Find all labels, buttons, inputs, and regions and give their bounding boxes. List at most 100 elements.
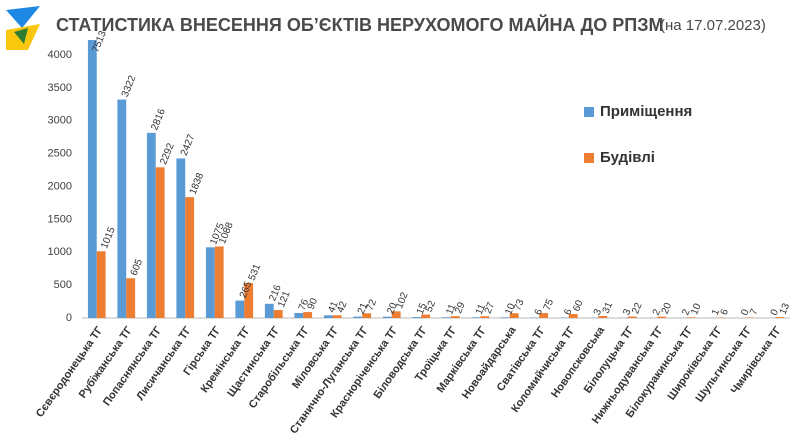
data-label: 20	[385, 301, 400, 316]
data-label: 60	[571, 298, 586, 313]
y-tick-label: 3500	[48, 82, 72, 94]
bar	[509, 313, 519, 318]
legend-swatch	[584, 107, 594, 117]
bar	[441, 317, 451, 318]
x-tick-label: Новопсковська	[549, 324, 607, 400]
bar	[214, 246, 224, 318]
chart-subtitle: (на 17.07.2023)	[660, 17, 766, 34]
data-label: 73	[512, 297, 527, 312]
chart-title: СТАТИСТИКА ВНЕСЕННЯ ОБ’ЄКТІВ НЕРУХОМОГО …	[56, 14, 663, 35]
y-tick-label: 500	[54, 279, 72, 291]
data-label: 27	[483, 300, 498, 315]
x-tick-label: Новоайдарська	[460, 324, 519, 401]
x-tick-label: Щастинська ТГ	[225, 324, 283, 399]
data-label: 1	[710, 307, 722, 317]
data-label: 2427	[179, 132, 198, 157]
bar	[273, 310, 283, 318]
data-label: 1015	[99, 225, 118, 250]
data-label: 102	[394, 290, 411, 310]
data-label: 2816	[149, 107, 168, 132]
bar	[353, 316, 363, 318]
data-label: 75	[542, 297, 557, 312]
bar	[205, 247, 215, 318]
bar	[362, 313, 372, 318]
data-label: 15	[415, 301, 430, 316]
bar	[775, 317, 785, 318]
data-label: 3322	[120, 74, 139, 99]
data-label: 20	[660, 301, 675, 316]
bar	[412, 317, 422, 318]
bar	[450, 316, 460, 318]
data-label: 2	[680, 307, 692, 317]
y-tick-label: 1000	[48, 246, 72, 258]
data-label: 52	[424, 299, 439, 314]
data-label: 90	[306, 296, 321, 311]
legend-swatch	[584, 153, 594, 163]
data-label: 41	[326, 300, 341, 315]
data-label: 29	[453, 300, 468, 315]
bar	[686, 317, 696, 318]
bar	[332, 315, 342, 318]
data-label: 21	[356, 301, 371, 316]
bar	[264, 303, 274, 318]
logo	[6, 6, 40, 50]
bar	[421, 314, 431, 318]
y-tick-label: 2000	[48, 180, 72, 192]
bar	[235, 300, 245, 318]
bar	[500, 317, 510, 318]
bar	[96, 251, 106, 318]
data-label: 76	[297, 297, 312, 312]
data-label: 6	[562, 307, 574, 317]
bar	[87, 40, 97, 318]
data-label: 531	[247, 262, 264, 282]
bar	[627, 316, 637, 318]
data-label: 72	[365, 298, 380, 313]
bar	[471, 317, 481, 318]
data-label: 605	[129, 257, 146, 277]
data-label: 42	[335, 300, 350, 315]
bar	[294, 313, 304, 318]
data-label: 1838	[188, 171, 207, 196]
bar	[323, 315, 333, 318]
bar	[244, 283, 254, 318]
data-label: 0	[739, 307, 751, 317]
data-label: 0	[769, 307, 781, 317]
data-label: 31	[601, 300, 616, 315]
legend-label: Приміщення	[600, 103, 692, 120]
bar	[126, 278, 136, 318]
legend-label: Будівлі	[600, 149, 655, 166]
y-tick-label: 3000	[48, 115, 72, 127]
bar	[598, 315, 608, 318]
data-label: 2292	[158, 141, 177, 166]
data-label: 11	[474, 302, 488, 316]
y-tick-label: 4000	[48, 49, 72, 61]
data-label: 10	[689, 302, 704, 317]
y-tick-label: 0	[66, 312, 72, 324]
data-label: 2	[651, 307, 663, 317]
bar	[185, 197, 195, 318]
bar	[117, 99, 127, 318]
y-tick-label: 2500	[48, 148, 72, 160]
bar	[303, 312, 313, 318]
bar	[382, 316, 392, 318]
bar	[539, 313, 549, 318]
data-label: 3	[621, 307, 633, 317]
bar	[155, 167, 165, 318]
y-tick-label: 1500	[48, 213, 72, 225]
bar	[176, 158, 186, 318]
data-label: 6	[719, 307, 731, 317]
x-tick-label: Біловодська ТГ	[371, 324, 430, 401]
data-label: 11	[444, 302, 458, 316]
x-tick-label: Рубіжанська ТГ	[77, 324, 136, 401]
data-label: 13	[778, 301, 793, 316]
bars	[87, 40, 785, 318]
data-label: 22	[630, 301, 645, 316]
bar	[146, 132, 156, 318]
data-label: 3	[592, 307, 604, 317]
data-label: 10	[503, 302, 518, 317]
bar	[391, 311, 401, 318]
bar	[480, 316, 490, 318]
data-label: 6	[533, 307, 545, 317]
data-label: 7	[748, 307, 760, 317]
